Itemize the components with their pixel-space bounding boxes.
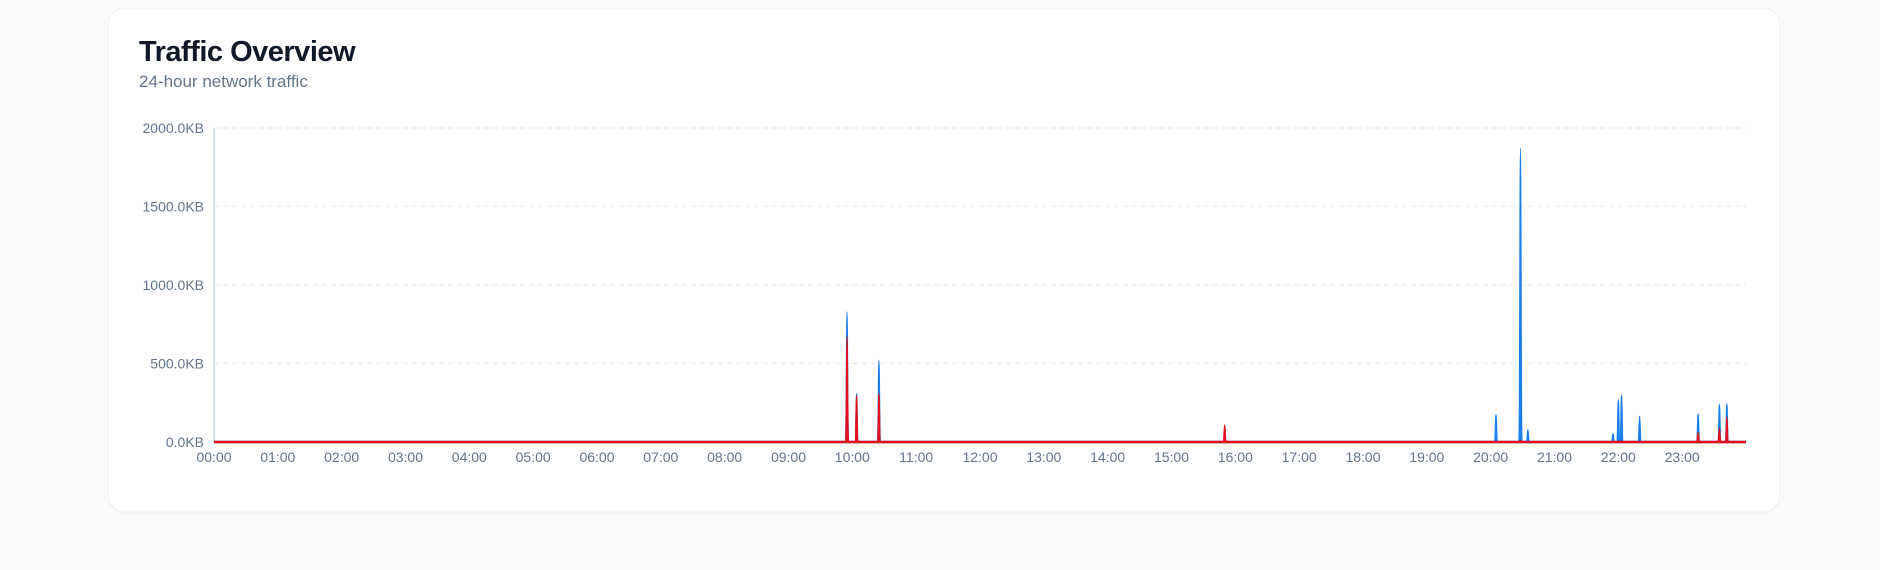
x-tick-label: 10:00	[835, 449, 870, 465]
x-tick-label: 22:00	[1601, 449, 1636, 465]
data-peak	[1637, 415, 1642, 443]
x-tick-label: 16:00	[1218, 449, 1253, 465]
series-areas	[214, 147, 1746, 444]
x-tick-label: 13:00	[1026, 449, 1061, 465]
data-peak	[1724, 416, 1730, 443]
y-tick-label: 0.0KB	[166, 434, 204, 450]
data-peak	[1493, 414, 1499, 443]
data-peak	[844, 336, 850, 443]
data-peak	[1717, 427, 1722, 443]
x-tick-label: 20:00	[1473, 449, 1508, 465]
x-tick-label: 14:00	[1090, 449, 1125, 465]
x-tick-label: 15:00	[1154, 449, 1189, 465]
data-peak	[1222, 424, 1227, 443]
data-peak	[854, 395, 859, 443]
grid-lines	[214, 127, 1746, 364]
x-tick-label: 09:00	[771, 449, 806, 465]
y-tick-label: 2000.0KB	[143, 120, 205, 136]
x-tick-label: 17:00	[1282, 449, 1317, 465]
x-tick-label: 04:00	[452, 449, 487, 465]
x-tick-label: 02:00	[324, 449, 359, 465]
x-tick-label: 12:00	[962, 449, 997, 465]
data-peak	[1619, 394, 1624, 443]
data-peak	[1610, 432, 1616, 443]
x-tick-label: 07:00	[643, 449, 678, 465]
series-0	[214, 147, 1746, 444]
x-tick-label: 18:00	[1345, 449, 1380, 465]
data-peak	[876, 392, 882, 443]
x-tick-label: 19:00	[1409, 449, 1444, 465]
tick-labels: 0.0KB 500.0KB 1000.0KB 1500.0KB 2000.0KB 00:0…	[143, 120, 1700, 465]
x-tick-label: 08:00	[707, 449, 742, 465]
x-tick-label: 01:00	[260, 449, 295, 465]
x-tick-label: 05:00	[516, 449, 551, 465]
traffic-card	[108, 8, 1780, 512]
y-tick-label: 1000.0KB	[143, 277, 205, 293]
y-tick-label: 500.0KB	[150, 356, 204, 372]
data-peak	[1518, 147, 1523, 443]
y-tick-label: 1500.0KB	[143, 199, 205, 215]
series-1	[214, 336, 1746, 444]
chart-title: Traffic Overview	[139, 36, 356, 68]
data-peak	[1525, 428, 1531, 443]
x-tick-label: 06:00	[579, 449, 614, 465]
x-tick-label: 03:00	[388, 449, 423, 465]
x-tick-label: 11:00	[899, 449, 933, 465]
x-tick-label: 21:00	[1537, 449, 1572, 465]
x-tick-label: 00:00	[196, 449, 231, 465]
chart-subtitle: 24-hour network traffic	[139, 72, 308, 91]
x-tick-label: 23:00	[1665, 449, 1700, 465]
data-peak	[1616, 399, 1621, 443]
